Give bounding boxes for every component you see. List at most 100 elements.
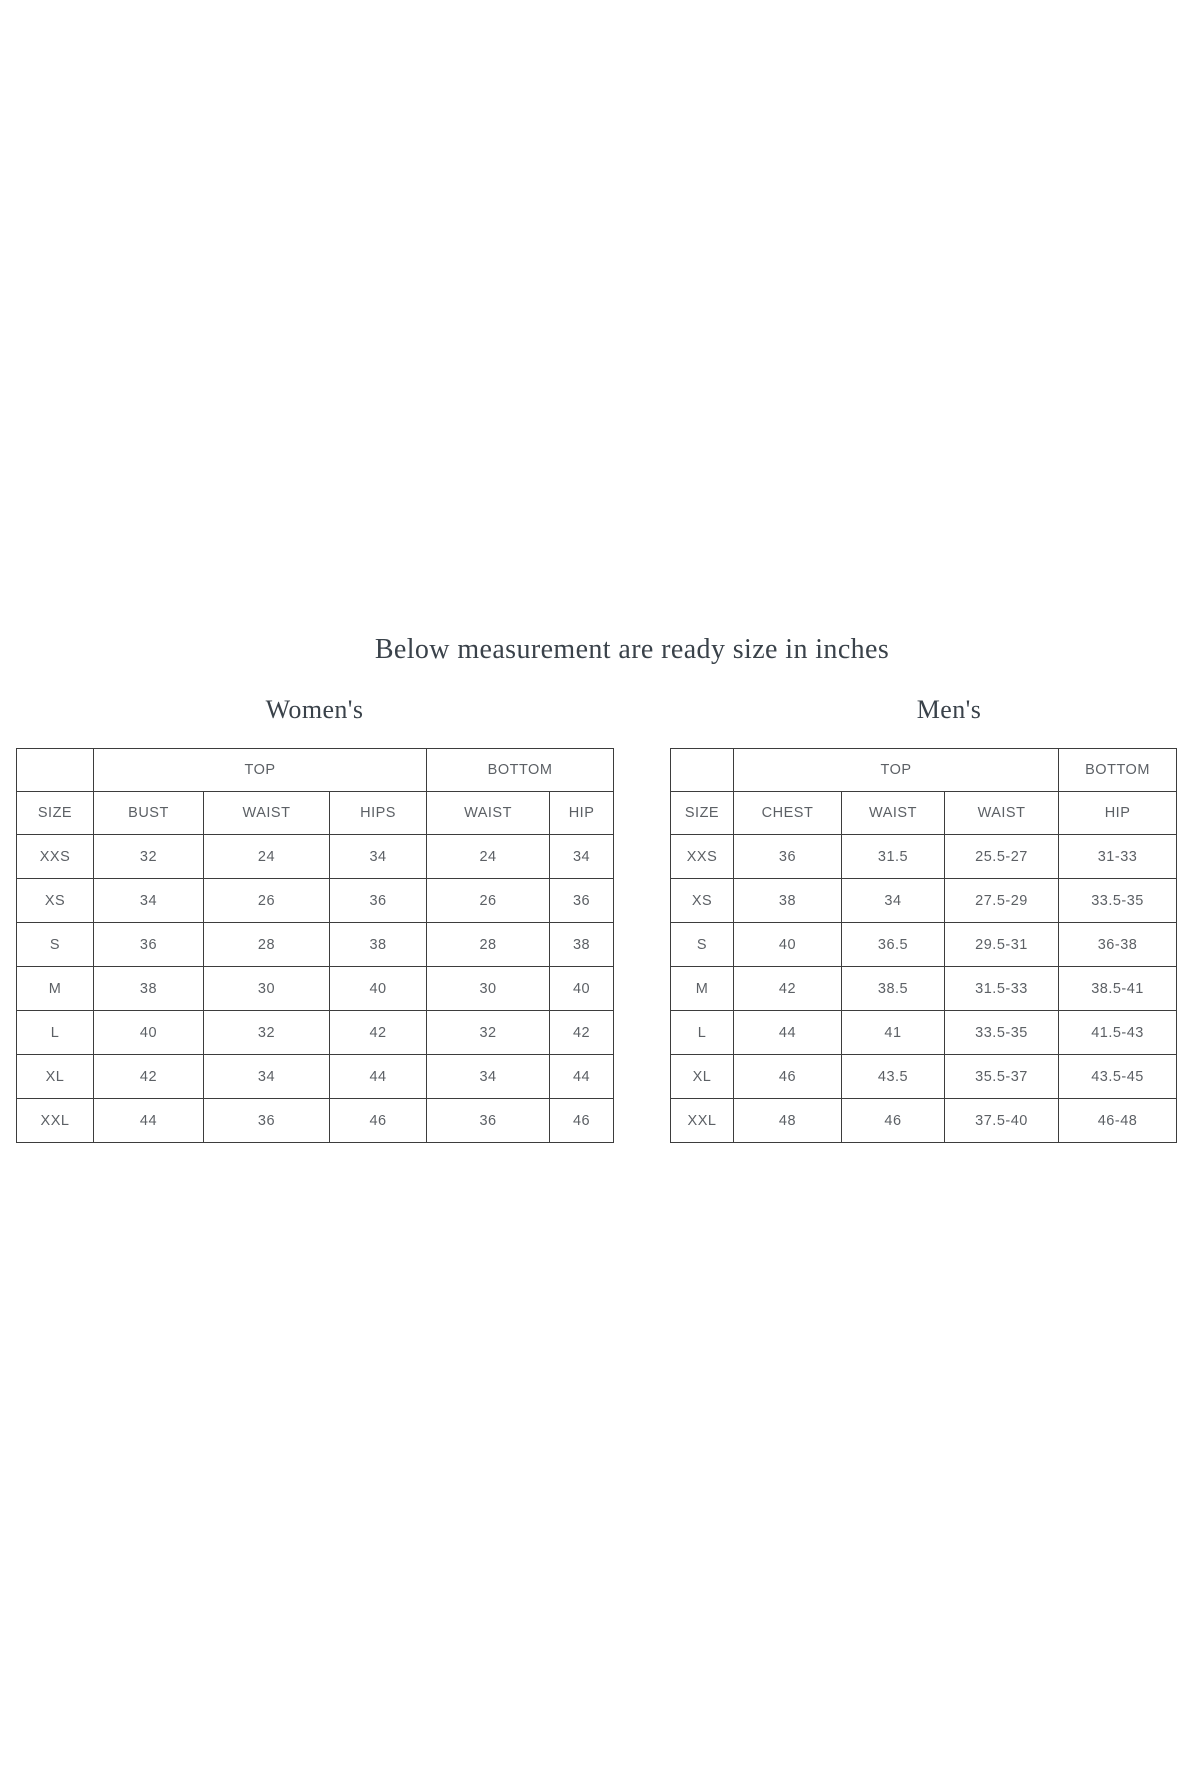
measurement-value-cell: 44 — [549, 1054, 615, 1099]
measurement-value-cell: 29.5-31 — [943, 922, 1060, 967]
column-header-chest: CHEST — [733, 791, 842, 835]
column-header-row: SIZE CHEST WAIST WAIST HIP — [670, 791, 1178, 835]
bottom-group-header: BOTTOM — [1058, 748, 1178, 792]
measurement-value-cell: 37.5-40 — [943, 1098, 1060, 1143]
table-row: S 36 28 38 28 38 — [16, 922, 615, 967]
empty-corner-cell — [16, 748, 94, 792]
measurement-value-cell: 48 — [733, 1098, 842, 1143]
measurement-value-cell: 34 — [549, 834, 615, 879]
measurement-value-cell: 40 — [733, 922, 842, 967]
measurement-value-cell: 38 — [549, 922, 615, 967]
measurement-value-cell: 38.5-41 — [1058, 966, 1178, 1011]
measurement-value-cell: 36 — [549, 878, 615, 923]
measurement-value-cell: 26 — [203, 878, 330, 923]
measurement-value-cell: 46 — [328, 1098, 428, 1143]
measurement-value-cell: 36-38 — [1058, 922, 1178, 967]
womens-table-heading: Women's — [265, 695, 364, 724]
measurement-value-cell: 38 — [93, 966, 204, 1011]
measurement-value-cell: 33.5-35 — [1058, 878, 1178, 923]
column-header-row: SIZE BUST WAIST HIPS WAIST HIP — [16, 791, 615, 835]
bottom-group-header: BOTTOM — [426, 748, 615, 792]
measurement-value-cell: 34 — [426, 1054, 551, 1099]
measurement-value-cell: 46 — [549, 1098, 615, 1143]
measurement-value-cell: 41 — [841, 1010, 945, 1055]
measurement-value-cell: 34 — [328, 834, 428, 879]
measurement-value-cell: 43.5 — [841, 1054, 945, 1099]
size-label-cell: M — [16, 966, 94, 1011]
measurement-value-cell: 31-33 — [1058, 834, 1178, 879]
measurement-value-cell: 36 — [733, 834, 842, 879]
measurement-value-cell: 31.5 — [841, 834, 945, 879]
measurement-value-cell: 40 — [93, 1010, 204, 1055]
measurement-value-cell: 46 — [841, 1098, 945, 1143]
table-row: XXS 32 24 34 24 34 — [16, 834, 615, 879]
size-label-cell: L — [16, 1010, 94, 1055]
table-row: XS 38 34 27.5-29 33.5-35 — [670, 878, 1178, 923]
table-row: XXS 36 31.5 25.5-27 31-33 — [670, 834, 1178, 879]
size-label-cell: XS — [16, 878, 94, 923]
table-row: XL 46 43.5 35.5-37 43.5-45 — [670, 1054, 1178, 1099]
table-row: M 38 30 40 30 40 — [16, 966, 615, 1011]
mens-table-header: TOP BOTTOM SIZE CHEST WAIST WAIST HIP — [670, 748, 1178, 835]
column-header-bust: BUST — [93, 791, 204, 835]
table-row: XS 34 26 36 26 36 — [16, 878, 615, 923]
table-row: L 40 32 42 32 42 — [16, 1010, 615, 1055]
womens-size-table: TOP BOTTOM SIZE BUST WAIST HIPS WAIST HI… — [16, 748, 615, 1143]
empty-corner-cell — [670, 748, 734, 792]
measurement-value-cell: 36 — [426, 1098, 551, 1143]
measurement-value-cell: 41.5-43 — [1058, 1010, 1178, 1055]
measurement-value-cell: 46-48 — [1058, 1098, 1178, 1143]
table-row: XXL 48 46 37.5-40 46-48 — [670, 1098, 1178, 1143]
mens-table-body: XXS 36 31.5 25.5-27 31-33 XS 38 34 27.5-29 33.5-3… — [670, 834, 1178, 1143]
size-label-cell: L — [670, 1010, 734, 1055]
measurement-value-cell: 26 — [426, 878, 551, 923]
table-row: M 42 38.5 31.5-33 38.5-41 — [670, 966, 1178, 1011]
measurement-value-cell: 34 — [203, 1054, 330, 1099]
measurement-value-cell: 44 — [93, 1098, 204, 1143]
measurement-value-cell: 35.5-37 — [943, 1054, 1060, 1099]
measurement-value-cell: 31.5-33 — [943, 966, 1060, 1011]
group-header-row: TOP BOTTOM — [670, 748, 1178, 792]
table-row: XXL 44 36 46 36 46 — [16, 1098, 615, 1143]
table-row: L 44 41 33.5-35 41.5-43 — [670, 1010, 1178, 1055]
measurement-value-cell: 30 — [426, 966, 551, 1011]
table-row: S 40 36.5 29.5-31 36-38 — [670, 922, 1178, 967]
size-label-cell: S — [670, 922, 734, 967]
column-header-size: SIZE — [16, 791, 94, 835]
measurement-value-cell: 36 — [203, 1098, 330, 1143]
measurement-value-cell: 46 — [733, 1054, 842, 1099]
mens-size-table: TOP BOTTOM SIZE CHEST WAIST WAIST HIP XX… — [670, 748, 1178, 1143]
measurement-value-cell: 34 — [841, 878, 945, 923]
size-label-cell: XXS — [16, 834, 94, 879]
measurement-value-cell: 28 — [426, 922, 551, 967]
size-label-cell: XL — [670, 1054, 734, 1099]
measurement-value-cell: 36.5 — [841, 922, 945, 967]
measurement-value-cell: 38 — [328, 922, 428, 967]
size-label-cell: M — [670, 966, 734, 1011]
size-label-cell: XXL — [16, 1098, 94, 1143]
measurement-value-cell: 33.5-35 — [943, 1010, 1060, 1055]
measurement-value-cell: 27.5-29 — [943, 878, 1060, 923]
measurement-value-cell: 42 — [93, 1054, 204, 1099]
column-header-waist-top: WAIST — [841, 791, 945, 835]
measurement-value-cell: 42 — [328, 1010, 428, 1055]
measurement-value-cell: 40 — [328, 966, 428, 1011]
measurement-value-cell: 24 — [426, 834, 551, 879]
measurement-value-cell: 32 — [93, 834, 204, 879]
column-header-waist-bottom: WAIST — [426, 791, 551, 835]
size-label-cell: XXS — [670, 834, 734, 879]
size-label-cell: XS — [670, 878, 734, 923]
top-group-header: TOP — [732, 748, 1060, 792]
measurement-value-cell: 42 — [549, 1010, 615, 1055]
column-header-waist-top: WAIST — [203, 791, 330, 835]
measurement-value-cell: 32 — [426, 1010, 551, 1055]
top-group-header: TOP — [92, 748, 428, 792]
column-header-waist-bottom: WAIST — [943, 791, 1060, 835]
measurement-value-cell: 43.5-45 — [1058, 1054, 1178, 1099]
measurement-value-cell: 28 — [203, 922, 330, 967]
measurement-value-cell: 32 — [203, 1010, 330, 1055]
measurement-value-cell: 38.5 — [841, 966, 945, 1011]
measurement-value-cell: 36 — [93, 922, 204, 967]
page-title: Below measurement are ready size in inch… — [374, 634, 890, 665]
group-header-row: TOP BOTTOM — [16, 748, 615, 792]
